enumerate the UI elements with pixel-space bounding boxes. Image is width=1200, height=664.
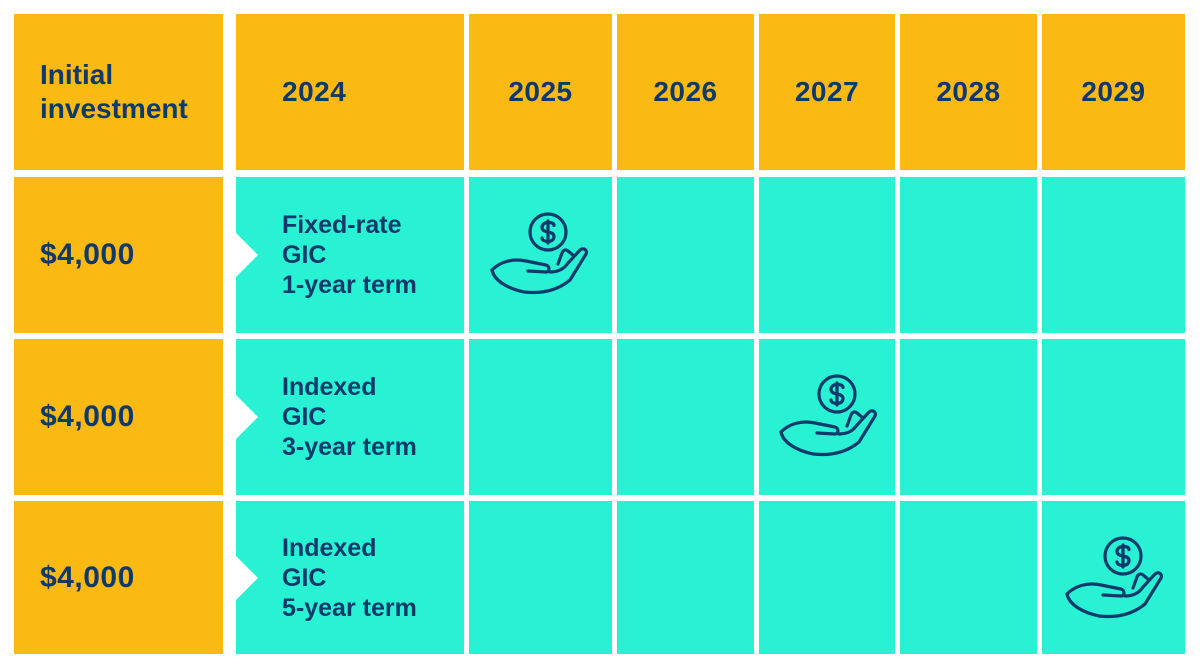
year-header-label: 2024	[282, 76, 347, 107]
year-header-2024: 2024	[236, 14, 464, 170]
grid-cell	[1042, 339, 1185, 495]
product-line3: 5-year term	[282, 593, 417, 622]
row-pointer-notch	[236, 395, 258, 439]
grid-cell	[469, 177, 612, 333]
year-header-2027: 2027	[759, 14, 895, 170]
grid-cell	[900, 501, 1037, 654]
year-header-2028: 2028	[900, 14, 1037, 170]
product-line2: GIC	[282, 403, 327, 431]
row-product-cell: Indexed GIC 3-year term	[236, 339, 464, 495]
grid-cell	[469, 501, 612, 654]
product-line1: Indexed	[282, 373, 377, 401]
year-header-2029: 2029	[1042, 14, 1185, 170]
row-amount: $4,000	[40, 238, 135, 271]
product-line3: 3-year term	[282, 433, 417, 461]
year-header-label: 2026	[653, 76, 718, 107]
grid-cell	[759, 339, 895, 495]
row-pointer-notch	[236, 556, 258, 600]
grid-cell	[617, 177, 754, 333]
grid-cell	[1042, 177, 1185, 333]
year-header-label: 2029	[1081, 76, 1146, 107]
grid-cell	[900, 177, 1037, 333]
header-corner-line1: Initial	[40, 59, 114, 90]
product-line1: Indexed	[282, 533, 377, 562]
row-amount-cell: $4,000	[14, 177, 223, 333]
row-amount: $4,000	[40, 560, 135, 594]
year-header-label: 2028	[936, 76, 1001, 107]
grid-cell	[900, 339, 1037, 495]
product-line2: GIC	[282, 563, 327, 592]
product-line1: Fixed-rate	[282, 211, 402, 239]
year-header-label: 2027	[794, 76, 860, 107]
grid-cell	[469, 339, 612, 495]
row-amount-cell: $4,000	[14, 339, 223, 495]
year-header-2025: 2025	[469, 14, 612, 170]
product-line2: GIC	[282, 241, 327, 269]
row-product-cell: Fixed-rate GIC 1-year term	[236, 177, 464, 333]
header-corner-cell: Initial investment	[14, 14, 223, 170]
grid-cell	[759, 501, 895, 654]
grid-cell	[617, 501, 754, 654]
hand-holding-dollar-icon	[488, 208, 592, 300]
header-corner-line2: investment	[40, 93, 188, 124]
grid-cell	[617, 339, 754, 495]
hand-holding-dollar-icon	[1063, 532, 1167, 624]
hand-holding-dollar-icon	[777, 370, 881, 462]
row-amount: $4,000	[40, 400, 135, 433]
year-header-label: 2025	[508, 76, 573, 107]
row-amount-cell: $4,000	[14, 501, 223, 654]
row-pointer-notch	[236, 233, 258, 277]
row-product-cell: Indexed GIC 5-year term	[236, 501, 464, 654]
product-line3: 1-year term	[282, 271, 417, 299]
year-header-2026: 2026	[617, 14, 754, 170]
grid-cell	[759, 177, 895, 333]
